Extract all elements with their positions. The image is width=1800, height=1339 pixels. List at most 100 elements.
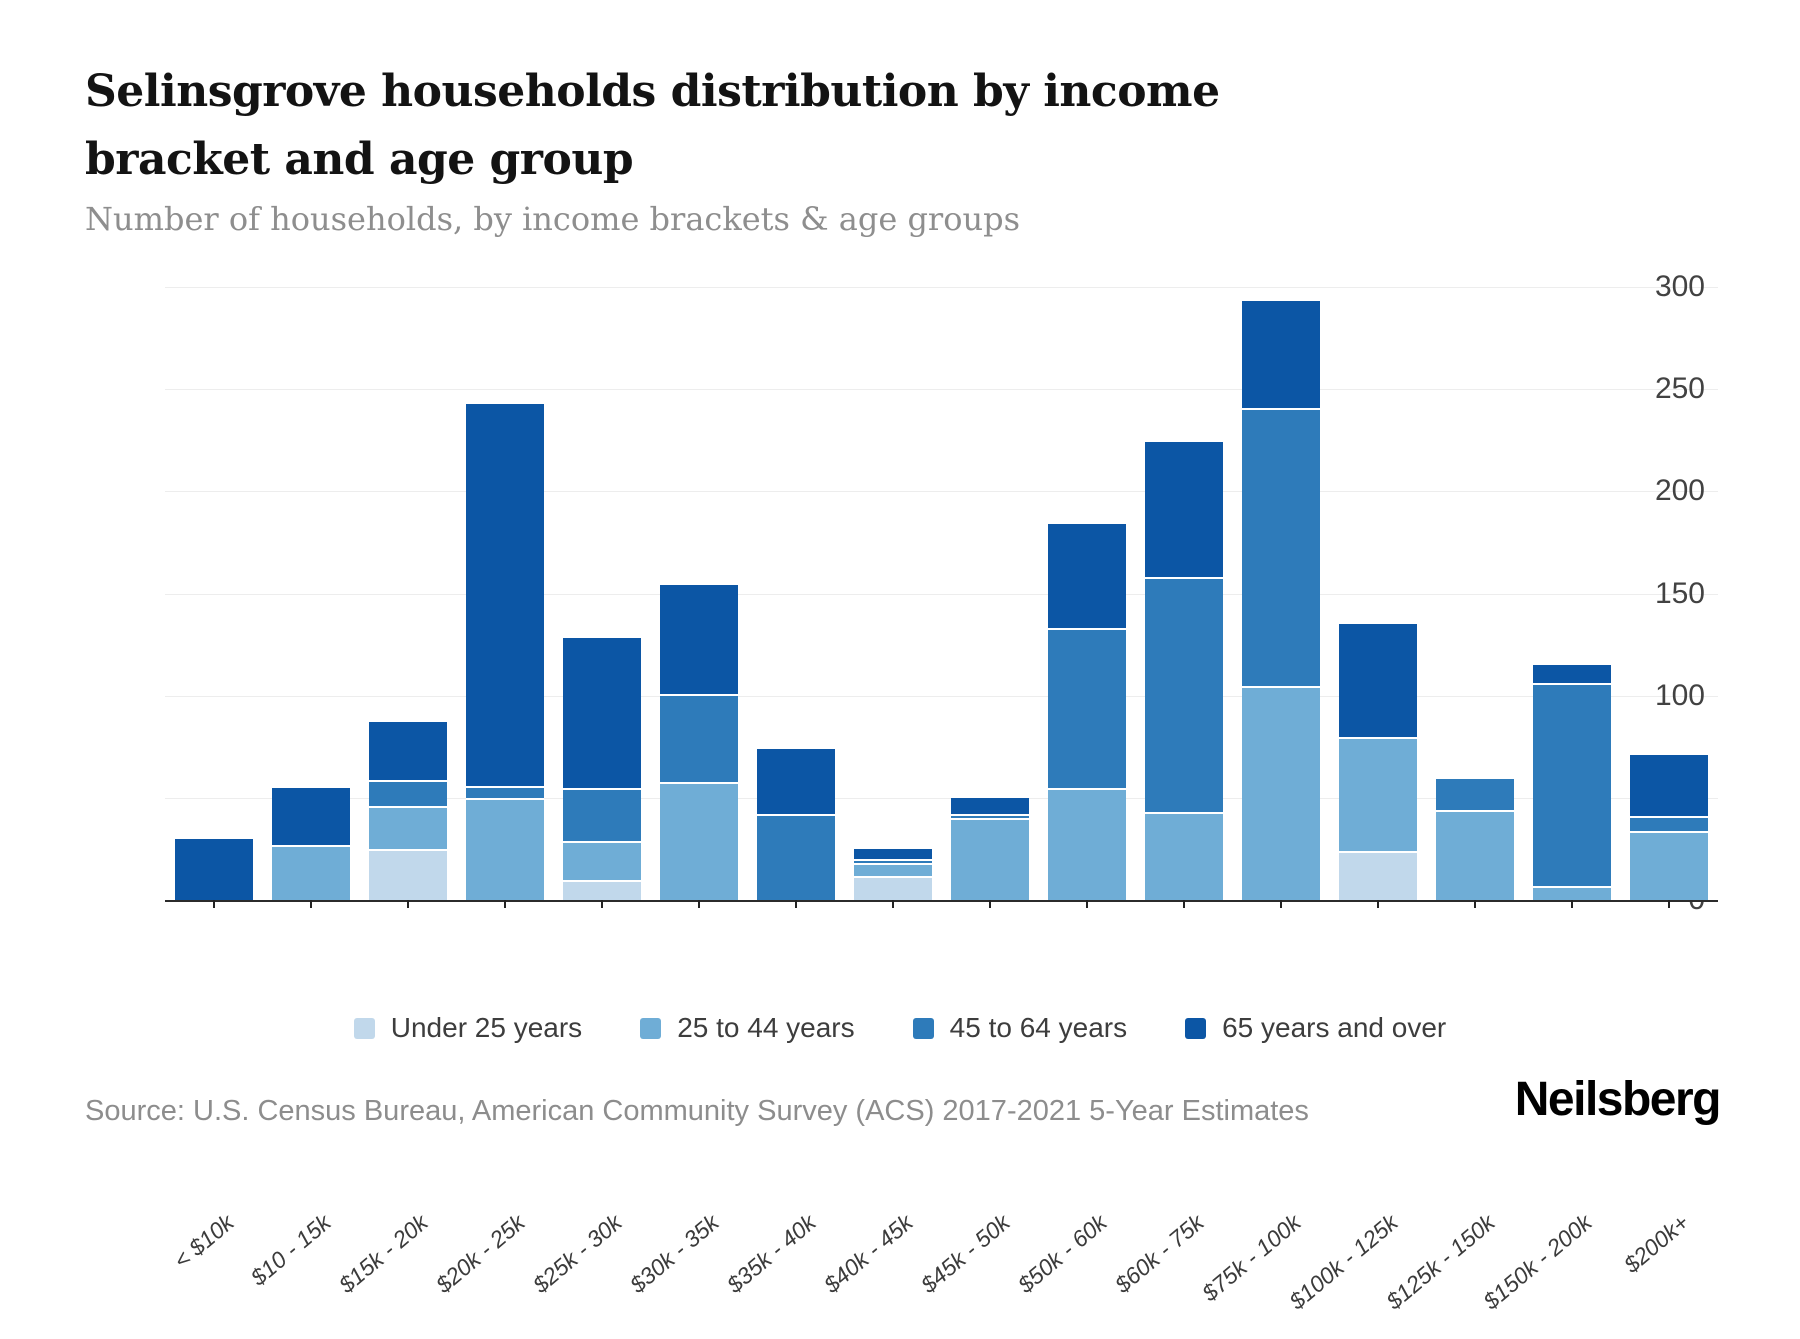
legend-label: 45 to 64 years [949, 1012, 1128, 1043]
bar-segment-25-to-44-years[interactable] [368, 808, 447, 851]
bar-segment-45-to-64-years[interactable] [465, 787, 544, 800]
bar-segment-25-to-44-years[interactable] [951, 820, 1030, 900]
bar-segment-65-years-and-over[interactable] [1533, 665, 1612, 686]
chart-title: Selinsgrove households distribution by i… [85, 66, 1220, 185]
x-tick-mark [600, 900, 603, 908]
bar-segment-under-25-years[interactable] [853, 877, 932, 900]
bar-segment-65-years-and-over[interactable] [174, 838, 253, 900]
x-tick-mark [1668, 900, 1671, 908]
bar-segment-25-to-44-years[interactable] [1436, 812, 1515, 900]
legend-swatch-icon [912, 1017, 934, 1039]
bar-$10 - 15k[interactable] [271, 287, 350, 900]
legend-swatch-icon [640, 1017, 662, 1039]
bar-$125k - 150k[interactable] [1436, 287, 1515, 900]
bar-segment-65-years-and-over[interactable] [465, 403, 544, 788]
bar-$45k - 50k[interactable] [951, 287, 1030, 900]
x-tick-mark [1377, 900, 1380, 908]
bar-$25k - 30k[interactable] [562, 287, 641, 900]
bar-segment-25-to-44-years[interactable] [1339, 738, 1418, 854]
legend-item-65-years-and-over[interactable]: 65 years and over [1185, 1012, 1446, 1044]
bar-segment-65-years-and-over[interactable] [659, 585, 738, 696]
bar-segment-65-years-and-over[interactable] [1242, 301, 1321, 410]
bar-$40k - 45k[interactable] [853, 287, 932, 900]
y-tick-label-300: 300 [1654, 270, 1705, 303]
bar-segment-25-to-44-years[interactable] [1048, 789, 1127, 900]
bar-segment-45-to-64-years[interactable] [951, 816, 1030, 821]
bar-segment-65-years-and-over[interactable] [951, 797, 1030, 817]
bar-segment-65-years-and-over[interactable] [1145, 442, 1224, 580]
bar-segment-45-to-64-years[interactable] [1048, 630, 1127, 790]
bar-segment-45-to-64-years[interactable] [1145, 579, 1224, 815]
bar-segment-under-25-years[interactable] [1339, 853, 1418, 900]
bar-segment-65-years-and-over[interactable] [368, 722, 447, 782]
bar-$200k+[interactable] [1630, 287, 1709, 900]
bar-segment-25-to-44-years[interactable] [1145, 814, 1224, 900]
bar-$50k - 60k[interactable] [1048, 287, 1127, 900]
legend-item-25-to-44-years[interactable]: 25 to 44 years [640, 1012, 855, 1044]
bar-$15k - 20k[interactable] [368, 287, 447, 900]
bar-segment-under-25-years[interactable] [562, 881, 641, 900]
gridline-200 [165, 491, 1718, 493]
bar-$30k - 35k[interactable] [659, 287, 738, 900]
legend-label: 65 years and over [1222, 1012, 1447, 1043]
legend-label: 25 to 44 years [677, 1012, 855, 1043]
bar-segment-45-to-64-years[interactable] [756, 816, 835, 900]
bar-segment-45-to-64-years[interactable] [853, 861, 932, 866]
bar-segment-25-to-44-years[interactable] [562, 842, 641, 882]
plot-area: 050100150200250300 < $10k$10 - 15k$15k -… [165, 270, 1718, 1314]
x-tick-mark [1086, 900, 1089, 908]
bar-$20k - 25k[interactable] [465, 287, 544, 900]
bar-segment-25-to-44-years[interactable] [271, 846, 350, 900]
gridline-300 [165, 287, 1718, 288]
bar-segment-45-to-64-years[interactable] [659, 695, 738, 784]
y-tick-label-100: 100 [1654, 678, 1705, 712]
x-tick-mark [891, 900, 894, 908]
bar-$75k - 100k[interactable] [1242, 287, 1321, 900]
bar-segment-65-years-and-over[interactable] [271, 787, 350, 847]
y-tick-label-250: 250 [1654, 372, 1705, 406]
bar-segment-25-to-44-years[interactable] [1630, 832, 1709, 900]
bar-segment-25-to-44-years[interactable] [1533, 887, 1612, 900]
bar-segment-65-years-and-over[interactable] [1630, 754, 1709, 819]
y-tick-label-200: 200 [1654, 474, 1705, 508]
chart-legend: Under 25 years 25 to 44 years 45 to 64 yea… [0, 1012, 1800, 1044]
bar-segment-25-to-44-years[interactable] [1242, 687, 1321, 900]
bar-$35k - 40k[interactable] [756, 287, 835, 900]
bar-segment-25-to-44-years[interactable] [853, 865, 932, 878]
bar-$60k - 75k[interactable] [1145, 287, 1224, 900]
bar-segment-45-to-64-years[interactable] [1630, 818, 1709, 833]
legend-label: Under 25 years [390, 1012, 583, 1043]
bar-segment-25-to-44-years[interactable] [659, 783, 738, 900]
bar-segment-45-to-64-years[interactable] [1436, 779, 1515, 813]
bar-$100k - 125k[interactable] [1339, 287, 1418, 900]
bar-segment-65-years-and-over[interactable] [1048, 524, 1127, 631]
bar-segment-45-to-64-years[interactable] [1242, 409, 1321, 688]
gridline-150 [165, 593, 1718, 595]
x-tick-mark [309, 900, 312, 908]
bar-< $10k[interactable] [174, 287, 253, 900]
bar-segment-45-to-64-years[interactable] [1533, 685, 1612, 888]
bar-segment-25-to-44-years[interactable] [465, 799, 544, 900]
chart-subtitle: Number of households, by income brackets… [85, 200, 1020, 238]
x-axis-line [165, 900, 1718, 902]
gridline-100 [165, 695, 1718, 697]
legend-item-under-25-years[interactable]: Under 25 years [353, 1012, 583, 1044]
x-tick-mark [794, 900, 797, 908]
x-tick-mark [989, 900, 992, 908]
bar-segment-65-years-and-over[interactable] [853, 848, 932, 862]
legend-item-45-to-64-years[interactable]: 45 to 64 years [912, 1012, 1128, 1044]
bar-segment-65-years-and-over[interactable] [756, 748, 835, 817]
legend-swatch-icon [353, 1017, 375, 1039]
gridline-250 [165, 389, 1718, 391]
bar-segment-65-years-and-over[interactable] [562, 638, 641, 790]
bar-segment-45-to-64-years[interactable] [368, 781, 447, 809]
bar-$150k - 200k[interactable] [1533, 287, 1612, 900]
gridline-50 [165, 797, 1718, 799]
x-tick-mark [1183, 900, 1186, 908]
y-tick-label-150: 150 [1654, 576, 1705, 610]
bar-segment-under-25-years[interactable] [368, 850, 447, 900]
x-tick-mark [503, 900, 506, 908]
x-tick-mark [1474, 900, 1477, 908]
bar-segment-65-years-and-over[interactable] [1339, 624, 1418, 739]
bar-segment-45-to-64-years[interactable] [562, 789, 641, 843]
